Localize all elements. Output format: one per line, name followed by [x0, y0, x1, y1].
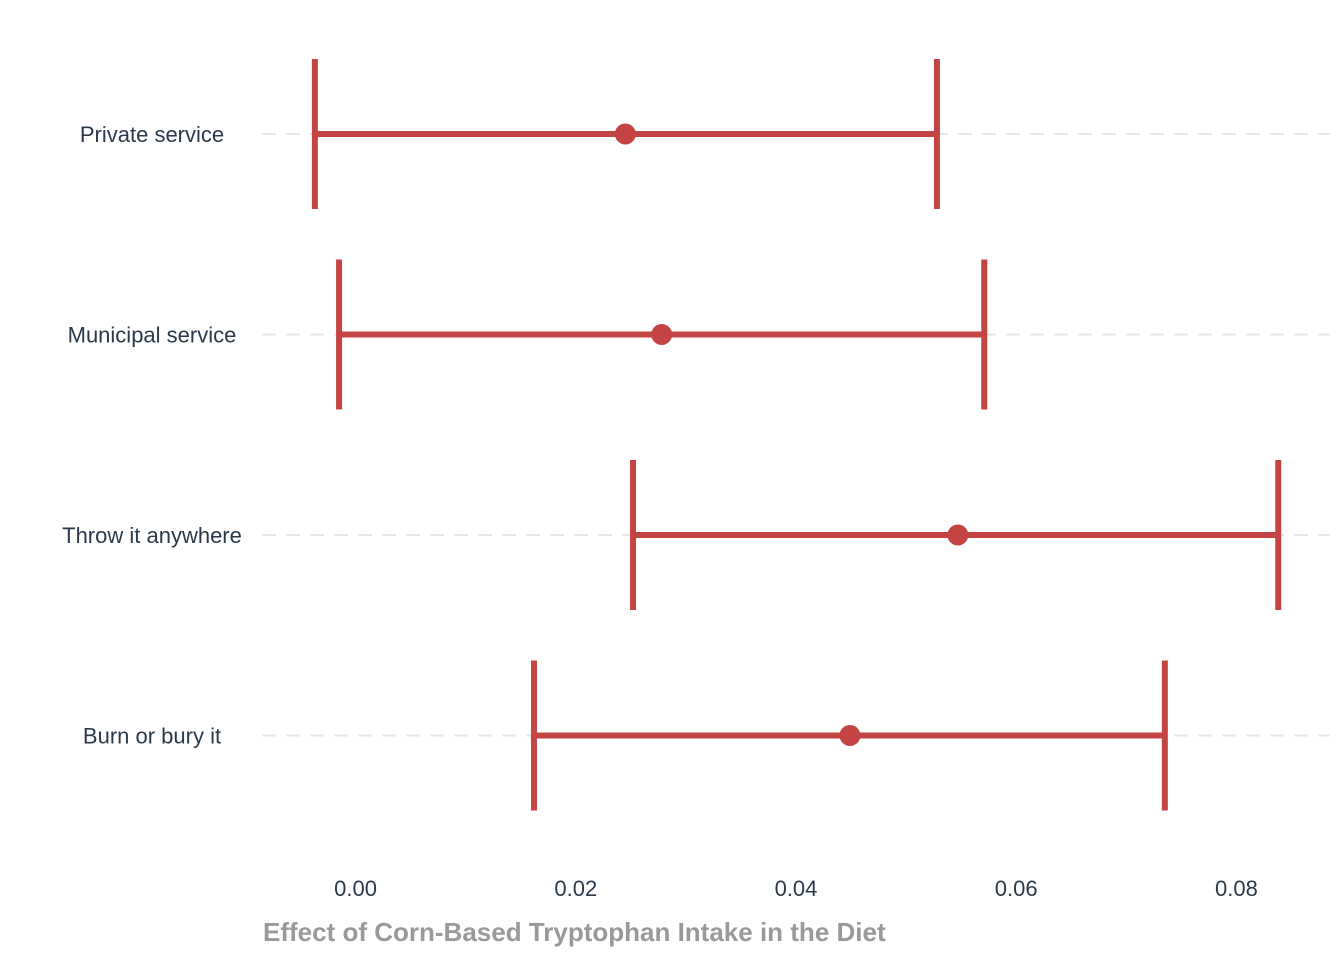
- estimate-point: [614, 123, 636, 145]
- category-label: Private service: [80, 122, 224, 147]
- estimate-point: [839, 725, 861, 746]
- x-tick-label: 0.02: [554, 876, 597, 901]
- category-label: Burn or bury it: [83, 724, 221, 749]
- estimate-point: [651, 324, 673, 345]
- category-label: Municipal service: [68, 323, 237, 348]
- x-tick-labels: 0.00 0.02 0.04 0.06 0.08: [334, 876, 1258, 901]
- category-labels: Private service Municipal service Throw it…: [62, 122, 242, 749]
- x-tick-label: 0.04: [775, 876, 818, 901]
- x-tick-label: 0.06: [995, 876, 1038, 901]
- category-label: Throw it anywhere: [62, 523, 242, 548]
- estimate-point: [947, 524, 969, 546]
- error-bars: [311, 59, 1282, 811]
- x-tick-label: 0.00: [334, 876, 377, 901]
- x-axis-title: Effect of Corn-Based Tryptophan Intake i…: [263, 917, 886, 947]
- grid-lines: [262, 133, 1330, 737]
- estimate-points: [614, 123, 969, 746]
- x-tick-label: 0.08: [1215, 876, 1258, 901]
